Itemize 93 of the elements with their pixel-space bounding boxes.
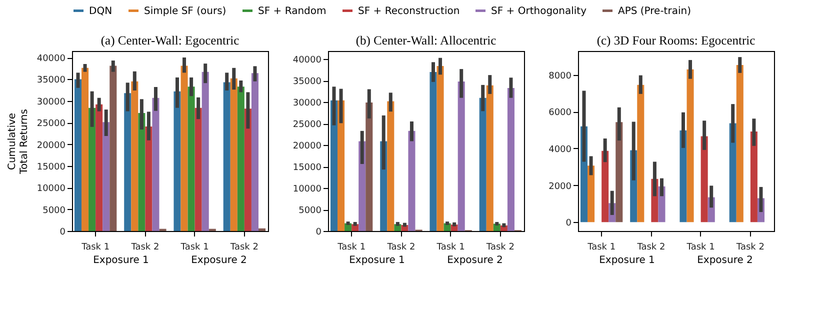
legend-label: DQN <box>89 6 112 17</box>
bar <box>750 132 758 222</box>
legend-label: Simple SF (ours) <box>144 6 226 17</box>
x-tick-label: Task 2 <box>636 242 666 252</box>
bar <box>202 72 209 231</box>
legend-label: APS (Pre-train) <box>618 6 692 17</box>
bar <box>507 88 514 231</box>
bar <box>152 98 160 231</box>
chart-title: (a) Center-Wall: Egocentric <box>100 34 240 48</box>
bar <box>131 81 138 231</box>
y-tick-label: 6000 <box>548 108 572 118</box>
bar <box>188 86 195 231</box>
legend-label: SF + Orthogonality <box>491 6 587 17</box>
bar <box>680 130 687 222</box>
bar <box>124 93 132 231</box>
y-tick-label: 20000 <box>36 140 66 151</box>
bar <box>700 136 708 222</box>
bar <box>258 228 266 231</box>
text: Exposure 1 <box>349 255 405 266</box>
y-tick-label: 10000 <box>292 184 322 195</box>
x-tick-label: Task 2 <box>735 242 764 252</box>
y-tick-label: 15000 <box>36 162 66 172</box>
y-tick-label: 30000 <box>36 97 66 108</box>
bar <box>616 122 623 222</box>
y-axis-title: Cumulative Total Returns <box>6 109 30 175</box>
y-tick-label: 15000 <box>292 163 322 174</box>
bar <box>436 66 444 231</box>
bar <box>180 66 188 231</box>
y-tick-label: 40000 <box>36 54 66 64</box>
bar <box>729 123 736 222</box>
y-tick-label: 0 <box>316 228 322 238</box>
x-tick-label: Task 1 <box>336 242 366 252</box>
bar <box>174 91 181 231</box>
x-tick-label: Task 2 <box>386 242 416 252</box>
bar <box>110 66 117 231</box>
bar <box>637 84 644 222</box>
bar <box>686 69 694 222</box>
legend-label: SF + Reconstruction <box>358 6 460 17</box>
y-tick-label: 0 <box>60 228 66 238</box>
y-tick-label: 5000 <box>42 206 66 216</box>
text: Exposure 2 <box>447 255 503 266</box>
y-tick-label: 25000 <box>36 119 66 130</box>
bar <box>479 98 486 231</box>
chart-title: (b) Center-Wall: Allocentric <box>356 34 497 48</box>
bar <box>82 68 89 231</box>
y-tick-label: 8000 <box>548 71 572 82</box>
x-tick-label: Task 1 <box>180 242 209 252</box>
y-tick-label: 4000 <box>548 144 572 155</box>
x-tick-label: Task 1 <box>80 242 110 252</box>
legend-label: SF + Random <box>258 6 326 17</box>
y-tick-label: 30000 <box>292 98 322 109</box>
text: Exposure 2 <box>191 255 247 266</box>
y-tick-label: 35000 <box>292 77 322 88</box>
bar <box>251 73 258 231</box>
bar <box>96 104 103 231</box>
y-tick-label: 0 <box>566 218 572 229</box>
y-tick-label: 10000 <box>36 184 66 194</box>
bar <box>244 108 252 231</box>
bar <box>102 122 110 231</box>
bar <box>223 82 230 231</box>
bar <box>602 150 609 222</box>
y-tick-label: 2000 <box>548 182 572 192</box>
x-tick-label: Task 2 <box>229 242 258 252</box>
bar <box>458 82 465 231</box>
y-tick-label: 5000 <box>298 206 322 216</box>
text: Exposure 2 <box>697 255 753 266</box>
x-tick-label: Task 1 <box>436 242 465 252</box>
bar <box>736 65 744 222</box>
y-tick-label: 25000 <box>292 120 322 130</box>
text: Exposure 1 <box>599 255 655 266</box>
bar <box>138 113 146 231</box>
y-tick-label: 40000 <box>292 56 322 66</box>
bar <box>230 78 238 231</box>
text: Exposure 1 <box>93 255 149 266</box>
x-tick-label: Task 2 <box>485 242 514 252</box>
bar <box>408 130 416 231</box>
y-tick-label: 35000 <box>36 76 66 86</box>
bar <box>74 79 82 231</box>
x-tick-label: Task 2 <box>130 242 160 252</box>
bar <box>588 166 595 222</box>
bar <box>387 101 394 231</box>
bar <box>486 85 494 231</box>
bar <box>145 126 152 231</box>
chart-title: (c) 3D Four Rooms: Egocentric <box>596 34 756 48</box>
bar <box>338 100 345 231</box>
x-tick-label: Task 1 <box>586 242 616 252</box>
bar <box>88 108 96 231</box>
bar <box>194 108 202 231</box>
bar <box>430 72 437 231</box>
bar <box>366 102 373 231</box>
y-tick-label: 20000 <box>292 142 322 152</box>
x-tick-label: Task 1 <box>686 242 715 252</box>
bar <box>237 86 244 231</box>
